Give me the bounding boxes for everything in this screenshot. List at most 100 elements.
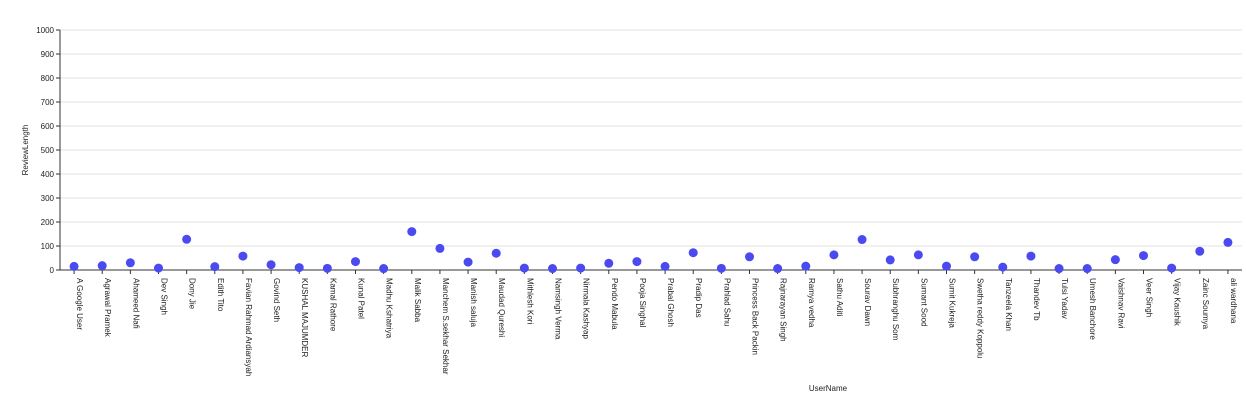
x-tick-label: ali wardhana <box>1229 278 1238 324</box>
data-point <box>351 257 360 267</box>
data-point <box>407 227 417 237</box>
data-point <box>548 264 557 274</box>
x-tick-label: Rajnarayan Singh <box>779 278 788 342</box>
x-tick-label: Swetha reddy Koppolu <box>976 278 985 359</box>
x-tick-label: Govind Seth <box>272 278 281 322</box>
data-point <box>970 252 980 262</box>
x-tick-label: KUSHAL MAJUMDER <box>300 278 309 357</box>
data-point <box>294 263 304 273</box>
grid-lines <box>60 29 1242 247</box>
x-tick-label: Agrawal Pramek <box>103 278 112 338</box>
x-tick-label: Mithlesh Kori <box>525 278 534 324</box>
x-tick-label: Zainc Soumya <box>1201 278 1210 330</box>
x-tick-label: Princess Back Packin <box>751 278 760 355</box>
x-tick-label: Thandev Tb <box>1032 278 1041 321</box>
data-point <box>1195 246 1205 256</box>
data-point <box>182 234 192 244</box>
data-point <box>1082 264 1092 274</box>
axes: 0 100 200 300 400 500 600 700 800 900 1000 A Google… <box>36 26 1242 376</box>
x-tick-label: Sumit Kukreja <box>948 278 957 328</box>
y-tick-label: 700 <box>41 98 55 107</box>
x-tick-label: Edith Tito <box>216 278 225 312</box>
data-point <box>97 261 107 271</box>
x-tick-label: Ramya vedha <box>807 278 816 328</box>
y-tick-label: 0 <box>50 266 55 275</box>
x-tick-label: Pradip Das <box>694 278 703 318</box>
data-point <box>154 263 163 273</box>
y-tick-label: 100 <box>41 242 55 251</box>
y-tick-label: 900 <box>41 50 55 59</box>
y-tick-label: 500 <box>41 146 55 155</box>
data-point <box>857 235 867 245</box>
data-point <box>998 262 1008 272</box>
data-point <box>238 251 248 261</box>
data-point <box>801 261 811 271</box>
x-tick-label: Dony Jie <box>188 278 197 310</box>
x-tick-label: Maudad Qureshi <box>497 278 506 337</box>
data-point <box>885 255 895 265</box>
data-point <box>1110 255 1120 265</box>
x-tick-label: Dev Singh <box>160 278 169 315</box>
data-point <box>773 264 783 274</box>
x-tick-label: Manchem S.sekhar Sekhar <box>441 278 450 375</box>
data-point <box>125 258 135 268</box>
y-tick-label: 1000 <box>36 26 54 35</box>
data-point <box>1026 251 1036 261</box>
data-point <box>1139 251 1148 261</box>
x-tick-label: Manish saluja <box>469 278 478 327</box>
y-tick-label: 800 <box>41 74 55 83</box>
data-point <box>69 261 79 271</box>
data-point <box>1223 237 1233 247</box>
x-tick-label: Madhu Kshatriya <box>385 278 394 339</box>
x-tick-label: Subhranghu Som <box>891 278 900 341</box>
data-point <box>1054 264 1064 274</box>
x-tick-label: Tanzeela Khan <box>1004 278 1013 331</box>
x-tick-label: Sumant Sood <box>919 278 928 326</box>
data-point <box>942 261 951 271</box>
x-tick-label: Pooja Singhal <box>638 278 647 328</box>
data-point <box>1167 263 1177 273</box>
x-tick-label: Prabal Ghosh <box>666 278 675 327</box>
y-tick-label: 200 <box>41 218 55 227</box>
y-tick-label: 400 <box>41 170 55 179</box>
data-point <box>519 263 529 273</box>
data-point <box>379 264 389 274</box>
x-tick-label: Kunal Patel <box>357 278 366 319</box>
data-point <box>745 252 754 262</box>
x-tick-label: Sourav Dawn <box>863 278 872 326</box>
data-point <box>491 248 501 258</box>
x-tick-label: Favian Rahmad Ardiansyah <box>244 278 253 376</box>
x-tick-label: Umesh Banchore <box>1088 278 1097 340</box>
x-tick-label: Prahlad Sahu <box>722 278 731 326</box>
x-tick-label: Vijay Kaushik <box>1173 278 1182 327</box>
y-tick-label: 600 <box>41 122 55 131</box>
data-point <box>266 260 276 270</box>
y-tick-label: 300 <box>41 194 55 203</box>
data-point <box>632 257 642 267</box>
x-tick-label: Malik Sabba <box>413 278 422 323</box>
x-tick-label: Nirmala Kashyap <box>582 278 591 339</box>
data-point <box>576 263 586 273</box>
x-tick-label: Pendo Mabula <box>610 278 619 330</box>
data-point <box>604 258 614 268</box>
data-point <box>210 262 220 272</box>
x-tick-label: Ahameed Nafi <box>131 278 140 329</box>
data-point <box>688 248 698 258</box>
data-point <box>463 257 473 267</box>
x-tick-label: Sathu Aditi <box>835 278 844 316</box>
x-tick-label: Veer Singh <box>1145 278 1154 317</box>
x-tick-label: Namsingh Verma <box>554 278 563 340</box>
data-point <box>716 263 726 273</box>
data-point <box>660 261 670 271</box>
data-point <box>322 263 332 273</box>
y-axis-title: ReviewLength <box>21 125 30 176</box>
x-tick-label: Tulsi Yadav <box>1060 278 1069 319</box>
x-tick-label: A Google User <box>75 278 84 330</box>
x-tick-label: Vaishnav Ravi <box>1116 278 1125 329</box>
x-axis-title: UserName <box>809 384 848 393</box>
data-point <box>435 243 445 253</box>
data-points <box>69 227 1233 274</box>
data-point <box>829 250 839 260</box>
data-point <box>913 250 923 260</box>
